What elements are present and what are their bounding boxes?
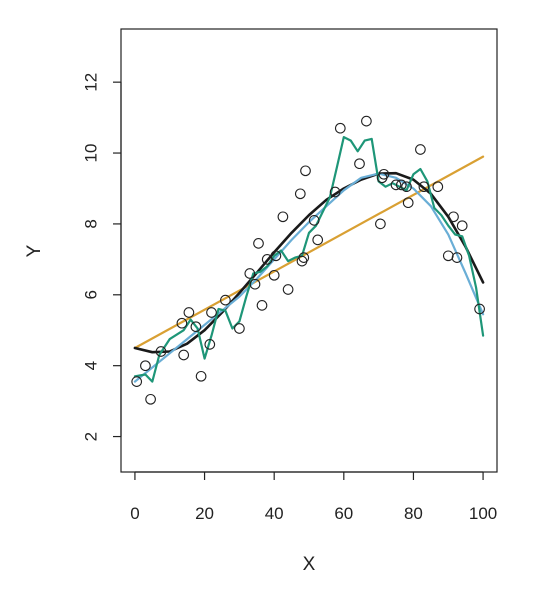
x-tick-label: 40 bbox=[265, 504, 284, 523]
data-point bbox=[140, 360, 151, 372]
data-point bbox=[451, 252, 463, 263]
data-point bbox=[415, 144, 426, 155]
data-point bbox=[253, 238, 264, 249]
data-point bbox=[354, 158, 365, 170]
data-point bbox=[270, 250, 282, 262]
x-tick-label: 100 bbox=[469, 504, 497, 523]
data-point bbox=[176, 317, 188, 329]
data-point bbox=[131, 376, 143, 387]
x-tick-label: 0 bbox=[130, 504, 139, 523]
y-tick-label: 6 bbox=[82, 290, 101, 299]
y-axis: 2 4 6 8 10 12 bbox=[81, 73, 122, 441]
data-point bbox=[183, 307, 195, 318]
data-point bbox=[268, 269, 280, 281]
data-point bbox=[206, 307, 217, 318]
data-point bbox=[277, 211, 289, 223]
data-point bbox=[432, 181, 444, 193]
data-point bbox=[234, 323, 245, 334]
data-point bbox=[312, 234, 324, 246]
fit-curves bbox=[133, 136, 485, 383]
data-point bbox=[418, 181, 430, 193]
y-tick-label: 12 bbox=[81, 73, 100, 92]
y-tick-label: 10 bbox=[82, 144, 101, 163]
data-point bbox=[204, 339, 216, 350]
data-point bbox=[220, 294, 231, 306]
x-tick-label: 20 bbox=[195, 504, 214, 523]
data-point bbox=[329, 186, 341, 198]
data-point bbox=[155, 346, 167, 357]
data-point bbox=[390, 179, 402, 191]
data-point bbox=[378, 168, 390, 180]
data-point bbox=[294, 188, 306, 200]
data-point bbox=[308, 215, 320, 226]
series-line-polynomial-fit bbox=[133, 171, 485, 354]
data-point bbox=[256, 300, 268, 311]
data-point bbox=[401, 181, 412, 193]
data-point bbox=[375, 218, 386, 230]
data-point bbox=[298, 252, 310, 263]
data-point bbox=[395, 179, 407, 191]
data-point bbox=[178, 349, 190, 361]
y-tick-label: 8 bbox=[82, 219, 101, 228]
data-point bbox=[195, 370, 207, 382]
data-point bbox=[244, 268, 256, 279]
y-axis-title: Y bbox=[24, 244, 45, 257]
data-point bbox=[145, 393, 156, 405]
series-line-flexible-fit bbox=[133, 136, 485, 383]
data-point bbox=[402, 197, 414, 209]
data-point bbox=[300, 165, 311, 177]
x-tick-label: 60 bbox=[334, 504, 353, 523]
data-point bbox=[334, 122, 346, 134]
data-point bbox=[249, 278, 261, 290]
data-point bbox=[456, 220, 468, 232]
data-point bbox=[190, 321, 202, 333]
x-axis: 0 20 40 60 80 100 bbox=[130, 471, 497, 523]
data-point bbox=[474, 303, 485, 315]
y-tick-label: 2 bbox=[81, 432, 100, 441]
series-line-smooth-fit bbox=[133, 172, 485, 383]
data-points bbox=[131, 115, 485, 405]
data-point bbox=[282, 284, 294, 295]
y-tick-label: 4 bbox=[81, 361, 100, 370]
data-point bbox=[361, 115, 372, 127]
data-point bbox=[448, 211, 459, 223]
x-tick-label: 80 bbox=[404, 504, 423, 523]
x-axis-title: X bbox=[303, 554, 316, 575]
